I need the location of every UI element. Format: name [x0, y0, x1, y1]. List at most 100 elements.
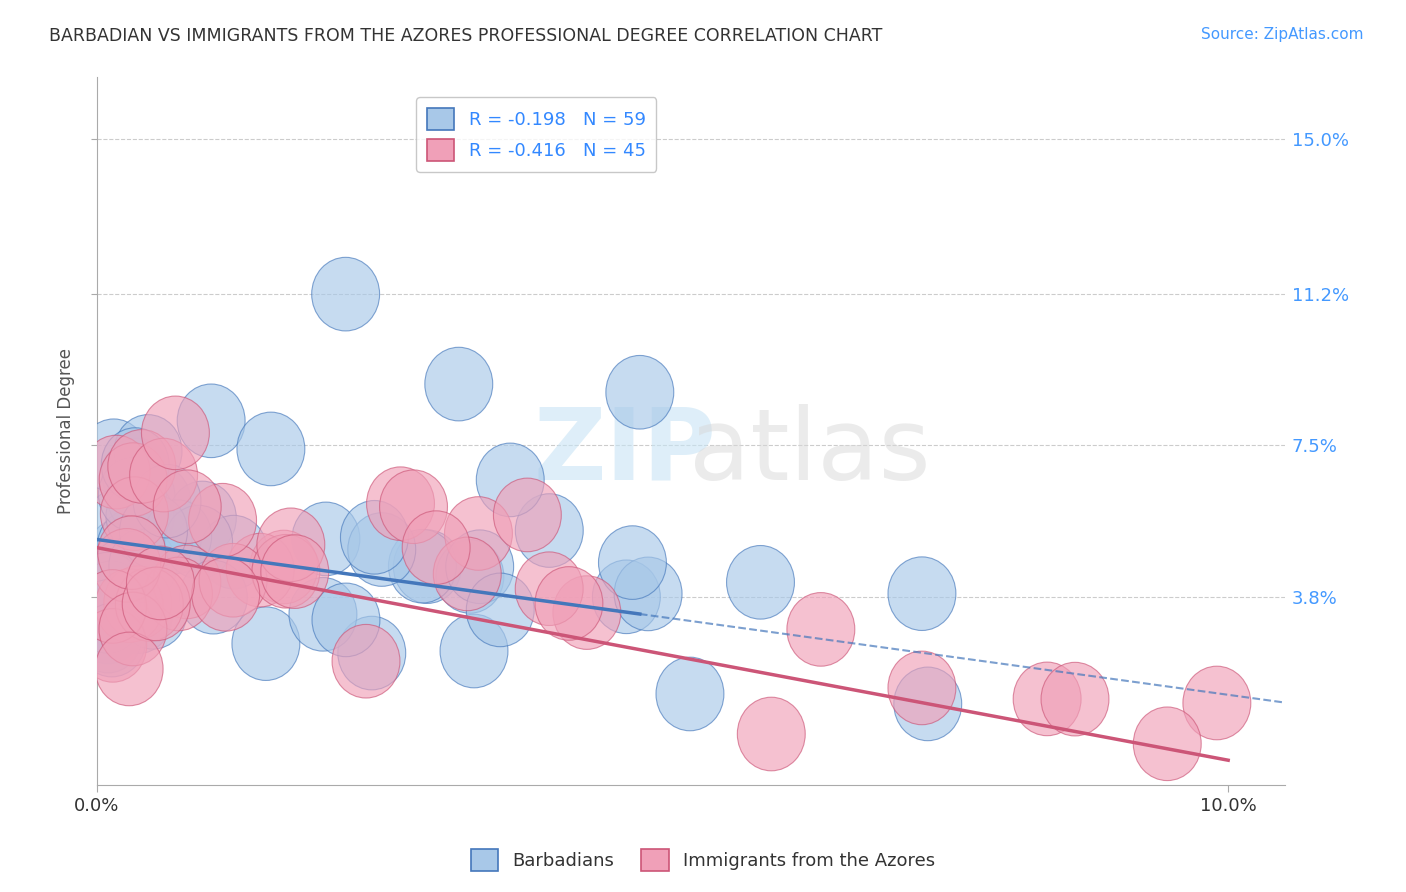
Ellipse shape — [93, 529, 160, 602]
Ellipse shape — [77, 603, 146, 677]
Ellipse shape — [177, 384, 245, 458]
Ellipse shape — [98, 458, 166, 532]
Ellipse shape — [606, 355, 673, 429]
Ellipse shape — [226, 533, 294, 607]
Ellipse shape — [290, 577, 357, 651]
Ellipse shape — [98, 516, 166, 590]
Ellipse shape — [75, 580, 142, 653]
Ellipse shape — [108, 430, 176, 503]
Ellipse shape — [787, 592, 855, 666]
Ellipse shape — [79, 570, 146, 643]
Ellipse shape — [340, 500, 408, 574]
Ellipse shape — [515, 552, 583, 625]
Text: ZIP: ZIP — [534, 404, 717, 500]
Ellipse shape — [388, 529, 457, 603]
Ellipse shape — [446, 530, 513, 604]
Ellipse shape — [104, 566, 172, 640]
Ellipse shape — [87, 518, 155, 591]
Ellipse shape — [200, 543, 267, 617]
Ellipse shape — [96, 569, 163, 642]
Ellipse shape — [96, 632, 163, 706]
Ellipse shape — [75, 560, 142, 633]
Ellipse shape — [467, 573, 534, 647]
Ellipse shape — [380, 470, 447, 543]
Ellipse shape — [477, 443, 544, 516]
Ellipse shape — [727, 546, 794, 619]
Ellipse shape — [534, 566, 603, 640]
Ellipse shape — [238, 412, 305, 486]
Ellipse shape — [145, 558, 212, 631]
Ellipse shape — [107, 460, 174, 533]
Ellipse shape — [516, 494, 583, 567]
Ellipse shape — [153, 470, 221, 543]
Ellipse shape — [1040, 663, 1109, 736]
Ellipse shape — [425, 347, 492, 421]
Ellipse shape — [97, 509, 166, 583]
Ellipse shape — [889, 557, 956, 631]
Ellipse shape — [105, 480, 174, 553]
Ellipse shape — [332, 624, 399, 698]
Ellipse shape — [103, 438, 170, 511]
Ellipse shape — [100, 442, 167, 516]
Ellipse shape — [75, 591, 142, 664]
Ellipse shape — [143, 500, 212, 574]
Ellipse shape — [165, 505, 232, 579]
Ellipse shape — [79, 608, 146, 682]
Ellipse shape — [433, 537, 501, 611]
Ellipse shape — [108, 529, 177, 602]
Text: atlas: atlas — [689, 404, 931, 500]
Ellipse shape — [394, 530, 461, 603]
Ellipse shape — [75, 599, 142, 673]
Ellipse shape — [889, 651, 956, 724]
Ellipse shape — [337, 616, 406, 690]
Ellipse shape — [592, 560, 661, 633]
Ellipse shape — [75, 552, 142, 626]
Ellipse shape — [188, 483, 256, 557]
Ellipse shape — [129, 438, 198, 512]
Ellipse shape — [75, 539, 142, 613]
Ellipse shape — [252, 534, 319, 608]
Ellipse shape — [127, 546, 194, 620]
Text: Source: ZipAtlas.com: Source: ZipAtlas.com — [1201, 27, 1364, 42]
Ellipse shape — [894, 667, 962, 740]
Ellipse shape — [101, 428, 169, 501]
Ellipse shape — [98, 592, 167, 665]
Ellipse shape — [553, 576, 621, 649]
Ellipse shape — [1182, 666, 1251, 739]
Ellipse shape — [444, 497, 512, 570]
Ellipse shape — [169, 481, 236, 555]
Ellipse shape — [87, 487, 155, 561]
Ellipse shape — [436, 540, 503, 613]
Ellipse shape — [440, 615, 508, 688]
Ellipse shape — [312, 257, 380, 331]
Y-axis label: Professional Degree: Professional Degree — [58, 348, 75, 514]
Ellipse shape — [402, 511, 470, 584]
Legend: Barbadians, Immigrants from the Azores: Barbadians, Immigrants from the Azores — [464, 842, 942, 879]
Ellipse shape — [312, 583, 380, 657]
Ellipse shape — [599, 525, 666, 599]
Ellipse shape — [191, 558, 260, 632]
Ellipse shape — [347, 513, 416, 586]
Ellipse shape — [657, 657, 724, 731]
Ellipse shape — [124, 507, 193, 581]
Ellipse shape — [200, 516, 267, 589]
Ellipse shape — [232, 607, 299, 681]
Ellipse shape — [122, 465, 191, 539]
Ellipse shape — [91, 537, 159, 611]
Ellipse shape — [292, 502, 360, 575]
Ellipse shape — [104, 580, 172, 654]
Ellipse shape — [82, 435, 150, 508]
Ellipse shape — [737, 698, 806, 771]
Ellipse shape — [122, 567, 190, 640]
Ellipse shape — [614, 558, 682, 631]
Ellipse shape — [180, 560, 247, 634]
Ellipse shape — [80, 419, 148, 492]
Ellipse shape — [77, 561, 145, 634]
Ellipse shape — [75, 565, 142, 639]
Ellipse shape — [142, 396, 209, 470]
Legend: R = -0.198   N = 59, R = -0.416   N = 45: R = -0.198 N = 59, R = -0.416 N = 45 — [416, 97, 657, 172]
Ellipse shape — [494, 478, 561, 552]
Ellipse shape — [262, 535, 329, 608]
Ellipse shape — [1014, 662, 1081, 736]
Ellipse shape — [257, 508, 325, 582]
